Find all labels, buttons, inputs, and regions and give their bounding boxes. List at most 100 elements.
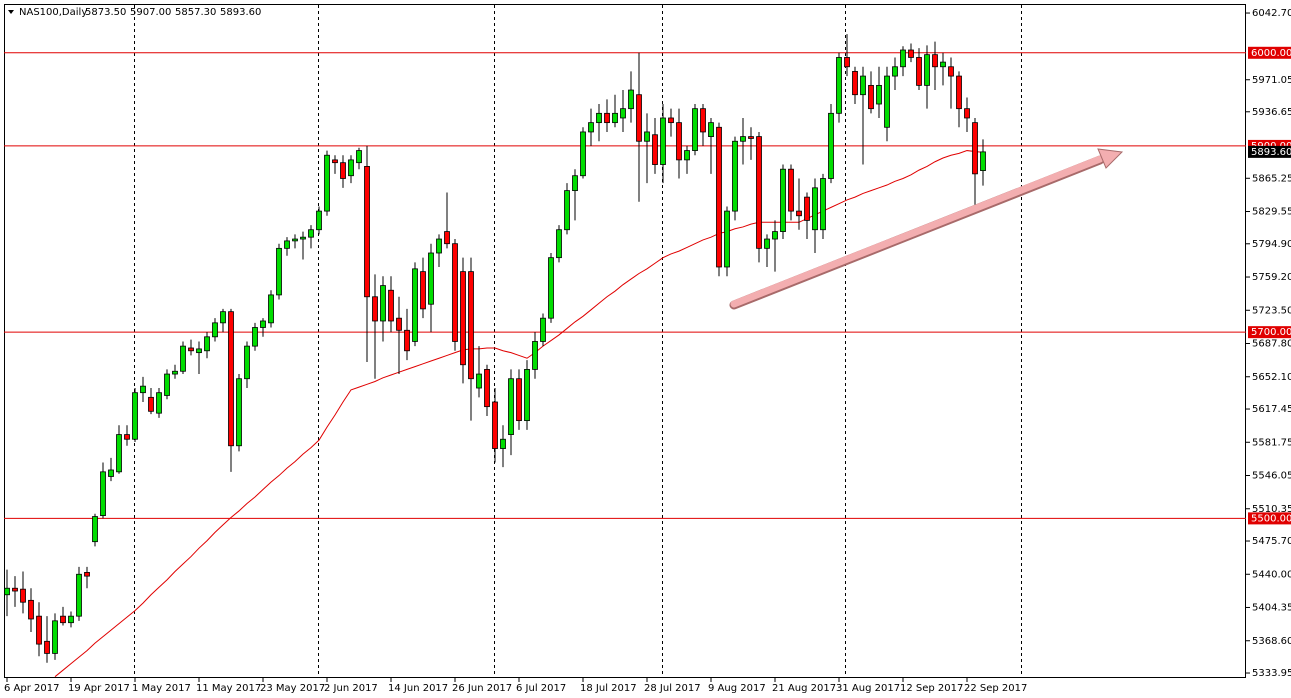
candle-body: [924, 54, 930, 86]
y-tick-label: 5936.65: [1252, 107, 1291, 118]
candle-body: [756, 136, 762, 249]
candle-body: [356, 150, 362, 164]
candle-body: [484, 369, 490, 408]
x-tick-label: 2 Jun 2017: [324, 683, 378, 694]
x-tick-label: 9 Aug 2017: [708, 683, 766, 694]
candle-body: [164, 373, 170, 396]
candle-body: [828, 112, 834, 179]
period-separators: [134, 5, 1022, 677]
candle-body: [524, 369, 530, 422]
candle-body: [228, 311, 234, 447]
candle-body: [188, 347, 194, 352]
arrow-shaft: [730, 155, 1104, 308]
candle-body: [212, 322, 218, 338]
candle-body: [772, 231, 778, 240]
candle-body: [620, 108, 626, 119]
candle-body: [156, 392, 162, 414]
candle-body: [700, 108, 706, 133]
candle-body: [444, 231, 450, 245]
header-icon: [8, 10, 14, 14]
candle-body: [268, 294, 274, 324]
candle-body: [44, 640, 50, 654]
candle-body: [124, 434, 130, 440]
candle-body: [884, 75, 890, 128]
candle-body: [76, 573, 82, 617]
candle-body: [812, 187, 818, 231]
x-tick-label: 1 May 2017: [132, 683, 191, 694]
x-tick-label: 6 Apr 2017: [4, 683, 59, 694]
trend-arrow: [729, 148, 1124, 310]
candle-body: [748, 136, 754, 139]
candle-body: [916, 57, 922, 86]
header-symbol: NAS100,Daily: [19, 7, 87, 18]
candle-body: [396, 317, 402, 331]
candle-body: [532, 341, 538, 370]
candle-body: [28, 599, 34, 620]
x-tick-label: 28 Jul 2017: [644, 683, 701, 694]
candle-body: [452, 243, 458, 342]
candle-body: [292, 238, 298, 242]
candle-body: [172, 370, 178, 375]
y-tick-label: 5440.00: [1252, 569, 1291, 580]
y-tick-label: 5404.35: [1252, 602, 1291, 613]
candle-body: [372, 296, 378, 322]
x-tick-label: 21 Aug 2017: [772, 683, 836, 694]
level-label: 5700.00: [1251, 327, 1291, 338]
level-label-bg: [1248, 326, 1291, 339]
candle-body: [324, 154, 330, 212]
candle-body: [100, 471, 106, 516]
candle-body: [972, 122, 978, 175]
y-tick-label: 5475.70: [1252, 536, 1291, 547]
candle-body: [468, 271, 474, 380]
candle-body: [764, 238, 770, 249]
candle-body: [956, 75, 962, 110]
candle-body: [820, 178, 826, 231]
y-tick-label: 5794.90: [1252, 239, 1291, 250]
candle-body: [132, 392, 138, 440]
y-tick-label: 6042.70: [1252, 8, 1291, 19]
candle-body: [860, 75, 866, 96]
y-tick-label: 5368.60: [1252, 636, 1291, 647]
candle-body: [308, 229, 314, 238]
candle-body: [932, 54, 938, 68]
candle-body: [60, 615, 66, 624]
ma-line: [54, 150, 984, 678]
candle-body: [252, 327, 258, 347]
candle-body: [244, 345, 250, 380]
x-tick-label: 26 Jun 2017: [452, 683, 512, 694]
candle-body: [740, 136, 746, 142]
header-high: 5907.00: [130, 7, 171, 18]
candle-body: [12, 587, 18, 592]
candle-body: [36, 615, 42, 645]
candle-body: [284, 240, 290, 249]
y-tick-label: 5333.95: [1252, 668, 1291, 679]
candle-body: [564, 190, 570, 231]
candle-body: [540, 317, 546, 342]
candle-body: [236, 378, 242, 447]
candle-body: [940, 61, 946, 68]
candle-body: [612, 112, 618, 124]
candle-body: [92, 516, 98, 543]
header-open: 5873.50: [85, 7, 126, 18]
candle-body: [876, 84, 882, 105]
level-label: 5500.00: [1251, 513, 1291, 524]
y-tick-label: 5723.50: [1252, 305, 1291, 316]
candle-body: [436, 238, 442, 254]
y-tick-label: 5759.20: [1252, 272, 1291, 283]
candle-body: [684, 150, 690, 161]
candle-body: [652, 134, 658, 165]
candle-body: [692, 108, 698, 151]
candle-body: [340, 162, 346, 179]
candle-body: [260, 320, 266, 328]
candle-body: [204, 336, 210, 352]
level-label-bg: [1248, 512, 1291, 525]
candle-body: [900, 49, 906, 68]
candle-body: [108, 469, 114, 477]
candle-body: [300, 236, 306, 240]
y-tick-label: 5687.80: [1252, 339, 1291, 350]
header-low: 5857.30: [175, 7, 216, 18]
x-tick-label: 22 Sep 2017: [964, 683, 1027, 694]
y-tick-label: 5617.45: [1252, 404, 1291, 415]
x-tick-label: 31 Aug 2017: [836, 683, 900, 694]
candle-body: [84, 572, 90, 577]
